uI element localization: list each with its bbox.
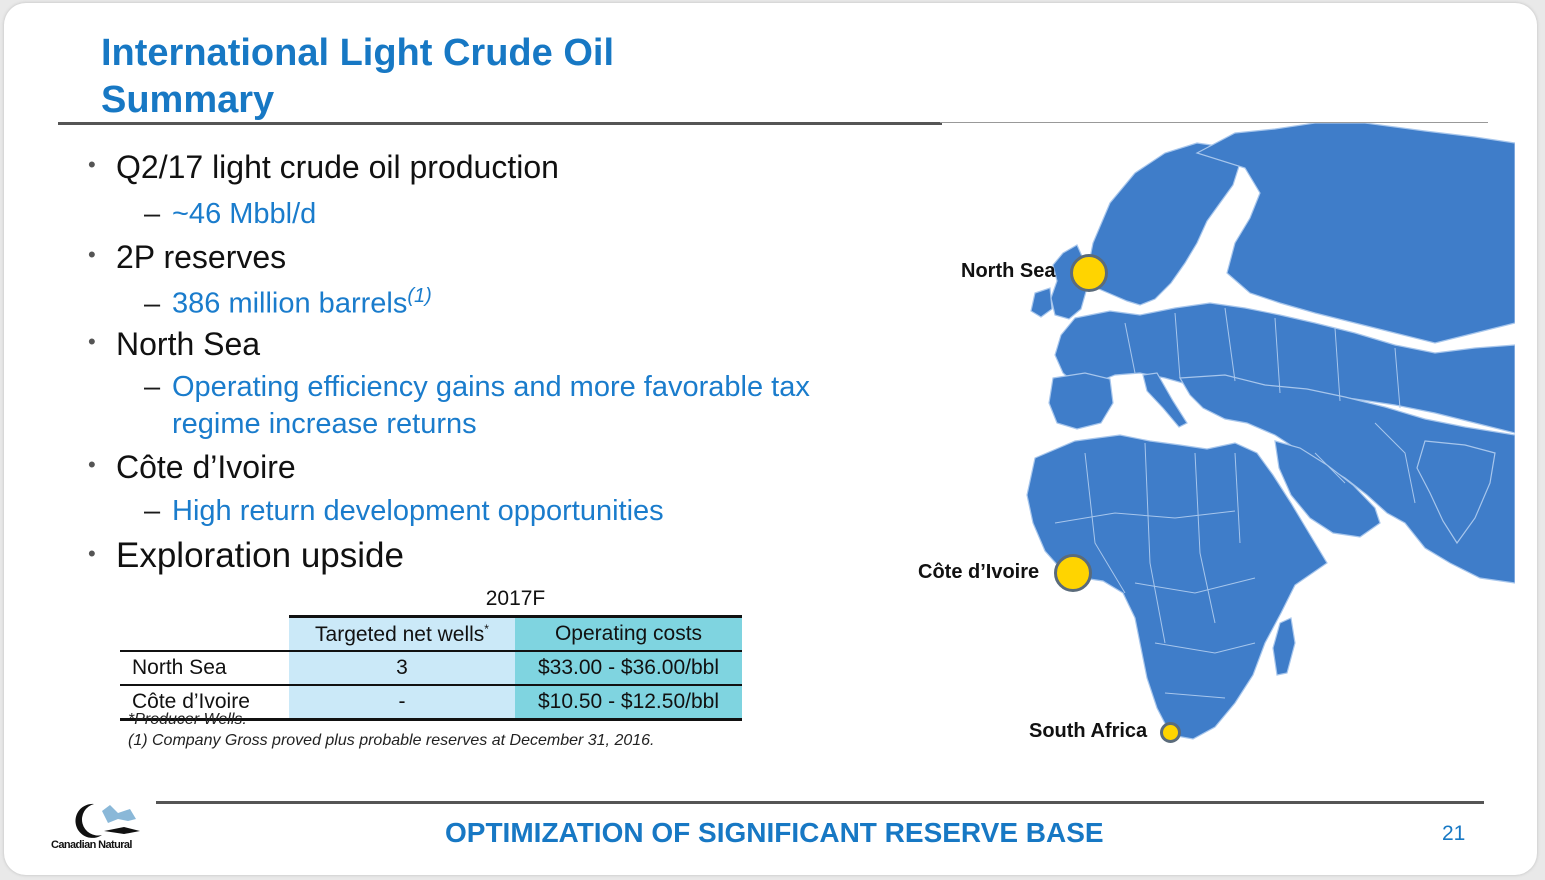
footnote-ref: (1) — [407, 285, 432, 307]
column-header-wells: Targeted net wells* — [289, 615, 515, 652]
row-costs: $10.50 - $12.50/bbl — [515, 685, 742, 721]
wells-footnote-mark: * — [484, 621, 489, 636]
map-borders — [1054, 307, 1416, 699]
bullet-cote-divoire: • Côte d’Ivoire — [88, 449, 296, 485]
slide-title-line-1: International Light Crude Oil — [101, 32, 614, 74]
bullet-list: • Q2/17 light crude oil production – ~46 M… — [4, 3, 934, 603]
bullet-north-sea: • North Sea — [88, 326, 261, 362]
operating-costs-table: 2017F Targeted net wells* Operating cost… — [120, 583, 742, 721]
map-label-cote-divoire: Côte d’Ivoire — [918, 561, 1040, 583]
sub-bullet-production-text: ~46 Mbbl/d — [172, 198, 317, 230]
map-marker-north-sea — [1070, 254, 1108, 292]
table-row: Côte d’Ivoire - $10.50 - $12.50/bbl — [120, 685, 742, 721]
table-year-row: 2017F — [120, 583, 742, 617]
table-header-row: Targeted net wells* Operating costs — [120, 615, 742, 652]
row-label: North Sea — [120, 651, 289, 686]
map-label-south-africa: South Africa — [1029, 720, 1148, 742]
bullet-production-text: Q2/17 light crude oil production — [116, 149, 559, 185]
sub-bullet-north-sea-line-2: regime increase returns — [172, 408, 477, 440]
sub-bullet-north-sea-line-1: Operating efficiency gains and more favo… — [172, 371, 810, 403]
page-number: 21 — [1442, 822, 1466, 845]
bullet-exploration-text: Exploration upside — [116, 536, 404, 575]
logo-icon — [75, 803, 140, 838]
footnote-producer-wells: *Producer Wells. — [128, 711, 247, 728]
bullet-reserves: • 2P reserves — [88, 239, 287, 275]
sub-bullet-cote-divoire: – High return development opportunities — [144, 495, 664, 527]
bullet-production: • Q2/17 light crude oil production — [88, 149, 559, 185]
map-landmass — [1026, 123, 1515, 740]
table-year-header: 2017F — [485, 587, 546, 610]
slide: International Light Crude Oil Summary • Q… — [4, 3, 1537, 875]
bullet-cote-divoire-text: Côte d’Ivoire — [116, 449, 296, 485]
row-wells: - — [289, 685, 515, 721]
map-europe-africa — [1026, 123, 1515, 740]
bullet-reserves-text: 2P reserves — [116, 239, 287, 275]
sub-bullet-reserves-text: 386 million barrels — [172, 287, 408, 320]
company-logo: Canadian Natural — [44, 801, 164, 857]
sub-bullet-production: – ~46 Mbbl/d — [144, 198, 317, 230]
bullet-exploration: • Exploration upside — [88, 536, 404, 575]
row-label: Côte d’Ivoire — [120, 685, 289, 721]
footer-title: OPTIMIZATION OF SIGNIFICANT RESERVE BASE — [445, 817, 1104, 848]
slide-title-line-2: Summary — [101, 79, 275, 121]
footnote-reserves: (1) Company Gross proved plus probable r… — [128, 732, 655, 749]
table-row: North Sea 3 $33.00 - $36.00/bbl — [120, 651, 742, 686]
column-header-wells-text: Targeted net wells — [315, 622, 485, 646]
sub-bullet-north-sea: – Operating efficiency gains and more fav… — [144, 371, 810, 440]
row-wells: 3 — [289, 651, 515, 686]
sub-bullet-reserves: –386 million barrels(1) — [144, 285, 432, 320]
title-divider-thin — [940, 122, 1488, 123]
row-costs: $33.00 - $36.00/bbl — [515, 651, 742, 686]
map-marker-south-africa — [1160, 722, 1181, 743]
map-label-north-sea: North Sea — [961, 260, 1056, 282]
column-header-costs: Operating costs — [515, 615, 742, 652]
sub-bullet-cote-divoire-text: High return development opportunities — [172, 495, 664, 527]
title-divider — [58, 122, 942, 125]
logo-text: Canadian Natural — [51, 839, 132, 851]
bullet-north-sea-text: North Sea — [116, 326, 261, 362]
footer-divider — [156, 801, 1484, 804]
slide-title: International Light Crude Oil Summary — [101, 30, 614, 124]
map-marker-cote-divoire — [1054, 554, 1092, 592]
